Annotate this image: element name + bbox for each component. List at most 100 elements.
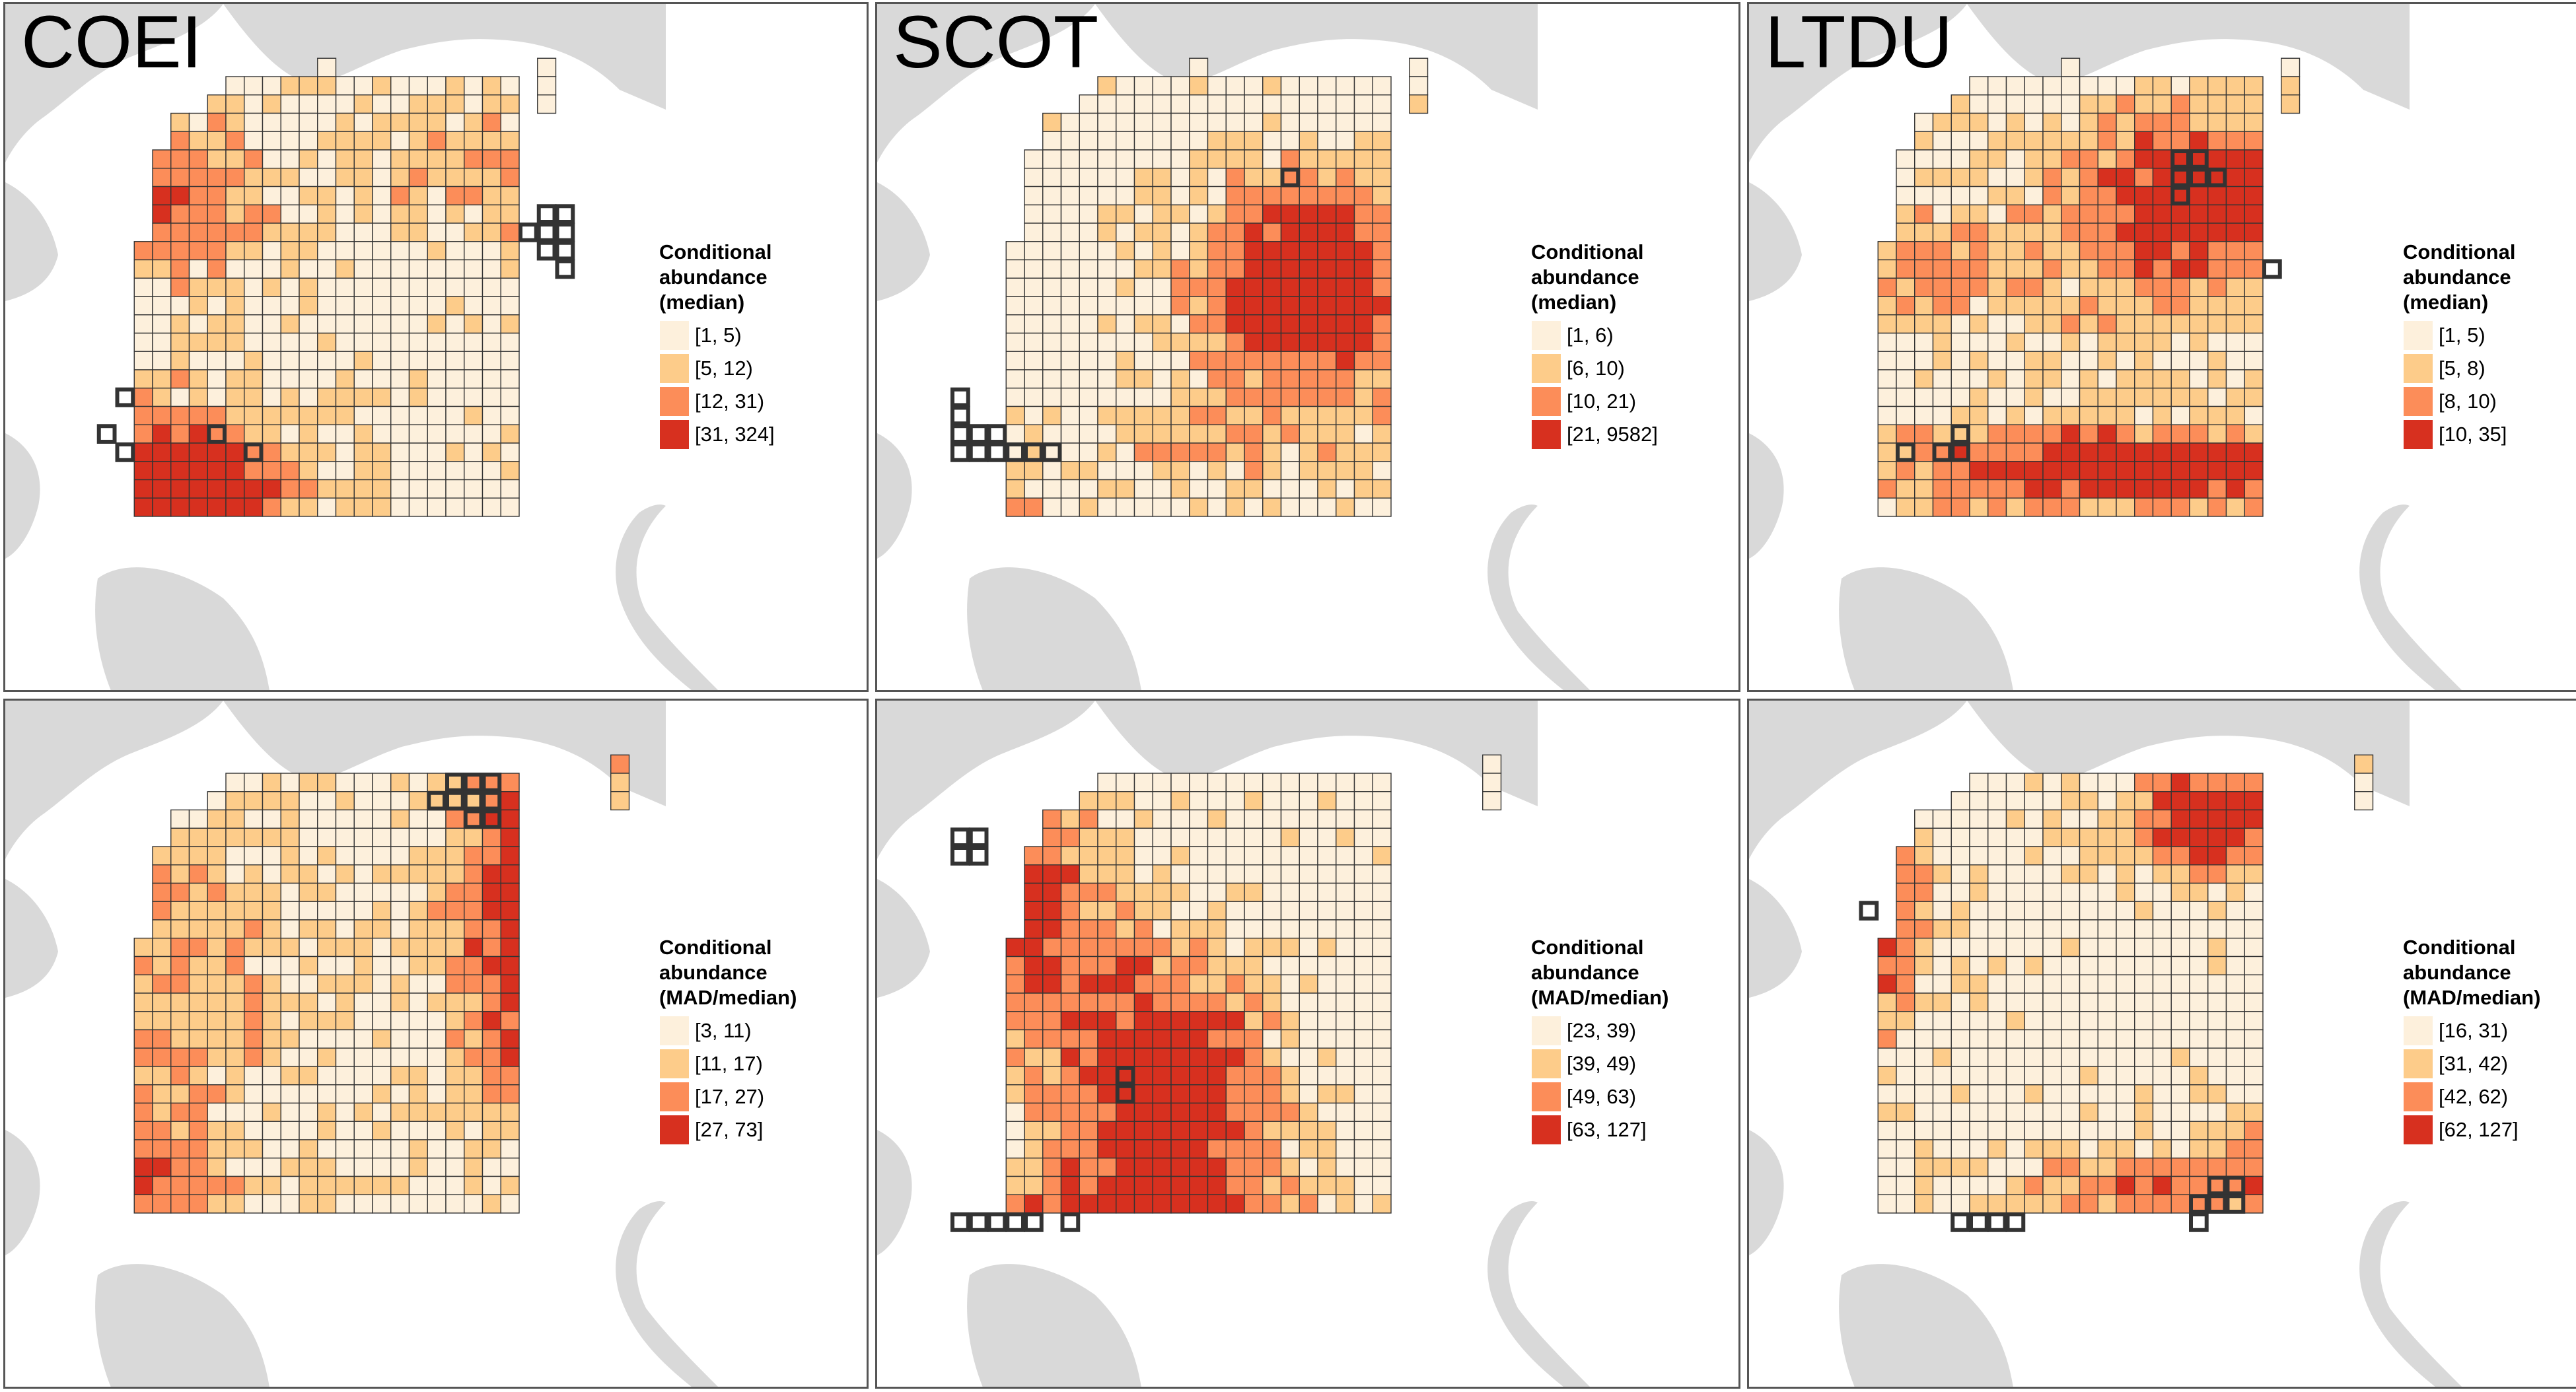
grid-cell: [2152, 277, 2172, 297]
grid-cell: [1353, 901, 1373, 921]
grid-cell: [372, 809, 392, 829]
grid-cell: [1932, 1029, 1952, 1049]
grid-cell: [244, 94, 264, 114]
grid-cell: [1914, 1194, 1934, 1214]
grid-cell: [317, 773, 337, 792]
grid-cell: [1116, 405, 1135, 425]
grid-cell: [464, 1102, 483, 1122]
grid-cell: [1896, 1158, 1915, 1177]
grid-cell: [1225, 186, 1245, 205]
grid-cell: [353, 168, 373, 188]
grid-cell: [353, 369, 373, 389]
grid-cell: [188, 351, 208, 370]
grid-cell: [500, 332, 520, 352]
grid-cell: [445, 1066, 465, 1086]
grid-cell: [353, 809, 373, 829]
grid-cell: [225, 773, 245, 792]
grid-cell: [1024, 938, 1044, 957]
grid-cell: [1152, 131, 1172, 151]
grid-cell: [1299, 1102, 1318, 1122]
grid-cell: [1133, 149, 1153, 169]
grid-cell: [1950, 168, 1970, 188]
grid-cell: [1262, 186, 1282, 205]
grid-cell: [1207, 773, 1227, 792]
legend-label: [62, 127]: [2439, 1118, 2519, 1141]
grid-cell: [1336, 809, 1355, 829]
grid-cell: [1877, 241, 1897, 261]
grid-cell: [372, 846, 392, 866]
grid-cell: [482, 112, 501, 132]
grid-cell: [1244, 332, 1264, 352]
grid-cell: [1170, 1139, 1190, 1159]
grid-cell: [1116, 1029, 1135, 1049]
highlight-cell: [2170, 167, 2190, 188]
highlight-cell: [2189, 1212, 2209, 1232]
land-mass-south: [967, 1264, 1141, 1387]
grid-cell: [1244, 76, 1264, 96]
grid-cell: [299, 442, 318, 462]
grid-cell: [408, 1084, 428, 1104]
grid-cell: [2097, 131, 2117, 151]
grid-cell: [1207, 76, 1227, 96]
grid-cell: [1877, 259, 1897, 279]
grid-cell: [1207, 1175, 1227, 1195]
grid-cell: [1317, 479, 1337, 499]
legend-label: [1, 5): [2439, 324, 2486, 347]
grid-cell: [2152, 424, 2172, 444]
grid-cell: [1024, 1121, 1044, 1140]
grid-cell: [1877, 956, 1897, 975]
grid-cell: [408, 112, 428, 132]
grid-cell: [1133, 461, 1153, 481]
legend: Conditional abundance (MAD/median) [3, 1…: [659, 935, 797, 1146]
grid-cell: [1353, 442, 1373, 462]
grid-cell: [1262, 1194, 1282, 1214]
grid-cell: [1097, 314, 1117, 334]
grid-cell: [1336, 76, 1355, 96]
grid-cell: [1950, 919, 1970, 939]
grid-cell: [2244, 168, 2264, 188]
grid-cell: [1896, 919, 1915, 939]
grid-cell: [1932, 241, 1952, 261]
grid-cell: [1170, 846, 1190, 866]
grid-cell: [1950, 277, 1970, 297]
grid-cell: [2097, 1029, 2117, 1049]
grid-cell: [1409, 76, 1429, 96]
grid-cell: [2005, 94, 2025, 114]
grid-cell: [2189, 809, 2209, 829]
grid-cell: [133, 424, 153, 444]
grid-cell: [1244, 461, 1264, 481]
legend-item-4: [10, 35]: [2403, 418, 2515, 451]
grid-cell: [1207, 882, 1227, 902]
grid-cell: [500, 442, 520, 462]
grid-cell: [188, 864, 208, 884]
grid-cell: [1299, 424, 1318, 444]
grid-cell: [1896, 277, 1915, 297]
grid-cell: [464, 149, 483, 169]
grid-cell: [1079, 369, 1098, 389]
grid-cell: [2024, 168, 2044, 188]
grid-cell: [1170, 186, 1190, 205]
grid-cell: [2024, 204, 2044, 224]
grid-cell: [1060, 369, 1080, 389]
grid-cell: [225, 186, 245, 205]
grid-cell: [1079, 131, 1098, 151]
grid-cell: [1932, 369, 1952, 389]
grid-cell: [1280, 1121, 1300, 1140]
grid-cell: [262, 1029, 281, 1049]
grid-cell: [1950, 791, 1970, 811]
grid-cell: [1372, 479, 1392, 499]
grid-cell: [2061, 442, 2081, 462]
grid-cell: [335, 497, 355, 517]
grid-cell: [1189, 149, 1209, 169]
grid-cell: [1133, 94, 1153, 114]
grid-cell: [2281, 57, 2301, 77]
grid-cell: [1262, 864, 1282, 884]
grid-cell: [1932, 131, 1952, 151]
grid-cell: [2005, 442, 2025, 462]
grid-cell: [1262, 791, 1282, 811]
legend-label: [6, 10): [1567, 357, 1625, 380]
grid-cell: [2281, 76, 2301, 96]
grid-cell: [2005, 351, 2025, 370]
grid-cell: [445, 1175, 465, 1195]
grid-cell: [152, 864, 172, 884]
